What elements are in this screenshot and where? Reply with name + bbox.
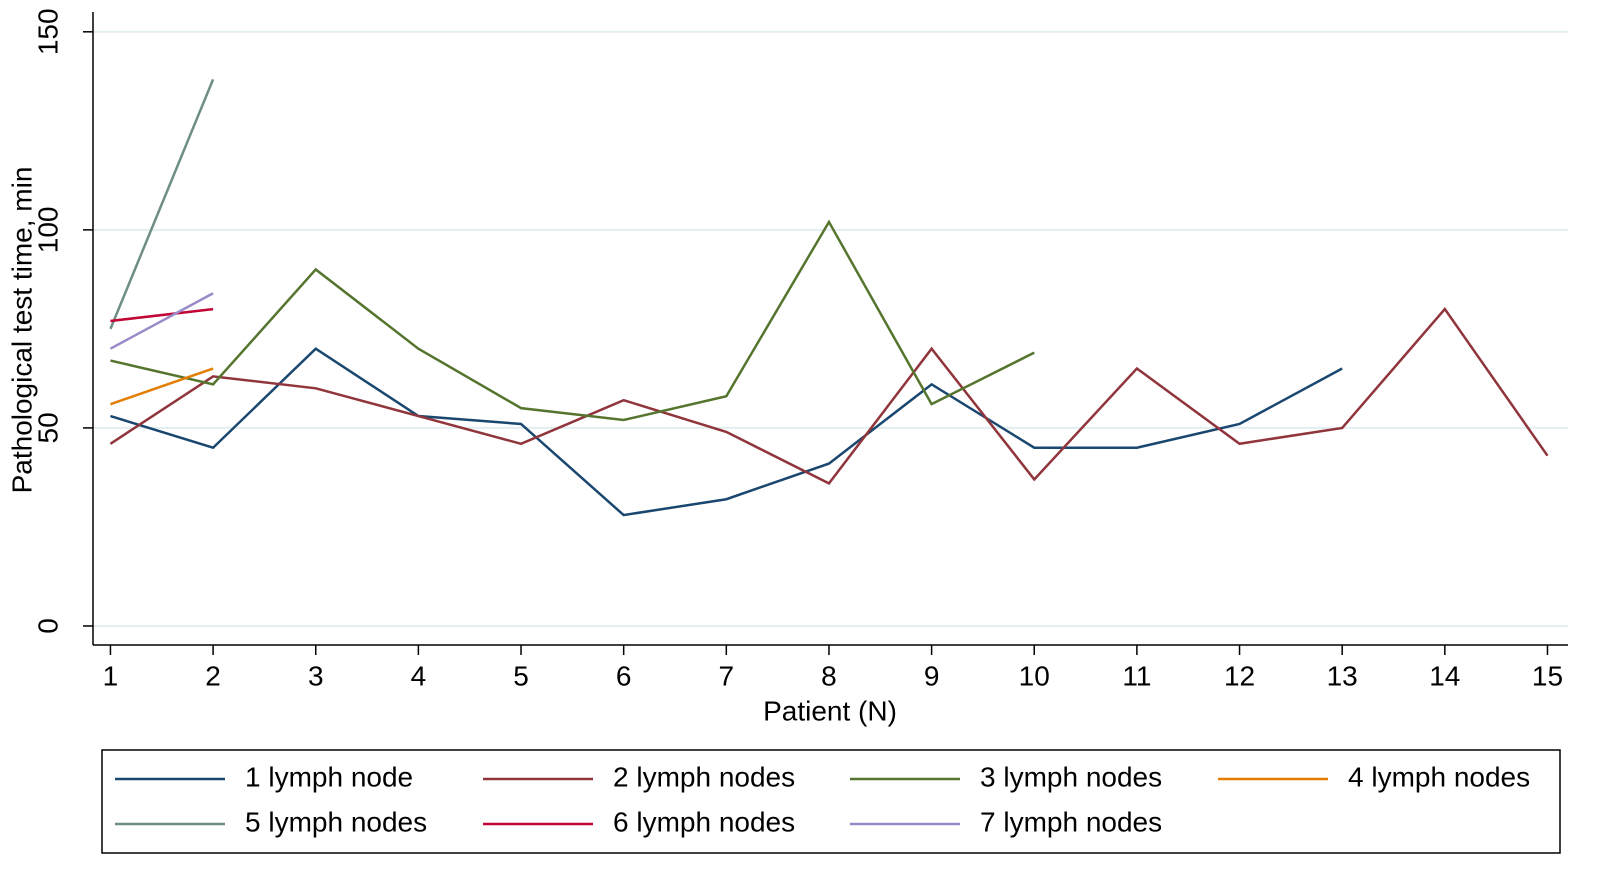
series-line	[109, 78, 215, 330]
legend-label: 2 lymph nodes	[613, 761, 795, 792]
legend-label: 6 lymph nodes	[613, 806, 795, 837]
y-tick-label: 100	[32, 207, 63, 254]
x-tick-label: 10	[1019, 660, 1050, 691]
x-tick-label: 1	[103, 660, 119, 691]
x-tick-label: 2	[205, 660, 221, 691]
x-tick-label: 3	[308, 660, 324, 691]
legend-label: 3 lymph nodes	[980, 761, 1162, 792]
legend-label: 4 lymph nodes	[1348, 761, 1530, 792]
legend-label: 7 lymph nodes	[980, 806, 1162, 837]
series-line	[110, 307, 214, 323]
series-line	[109, 307, 1549, 485]
x-tick-label: 7	[719, 660, 735, 691]
x-tick-label: 9	[924, 660, 940, 691]
x-tick-label: 11	[1122, 660, 1151, 691]
x-tick-label: 5	[513, 660, 529, 691]
legend-box	[101, 749, 1561, 854]
y-tick-label: 50	[32, 412, 63, 443]
x-tick-label: 8	[821, 660, 837, 691]
x-tick-label: 13	[1327, 660, 1358, 691]
series-line	[109, 292, 214, 350]
series-line	[110, 347, 1343, 517]
series-line	[110, 367, 214, 406]
legend-label: 1 lymph node	[245, 761, 413, 792]
x-tick-label: 15	[1532, 660, 1563, 691]
legend-label: 5 lymph nodes	[245, 806, 427, 837]
series-line	[110, 219, 1035, 422]
y-tick-label: 150	[32, 8, 63, 55]
y-tick-label: 0	[32, 618, 63, 634]
x-axis-title: Patient (N)	[763, 695, 897, 726]
x-tick-label: 6	[616, 660, 632, 691]
y-axis-title: Pathological test time, min	[6, 167, 37, 494]
x-tick-label: 14	[1429, 660, 1460, 691]
x-tick-label: 4	[411, 660, 427, 691]
x-tick-label: 12	[1224, 660, 1255, 691]
